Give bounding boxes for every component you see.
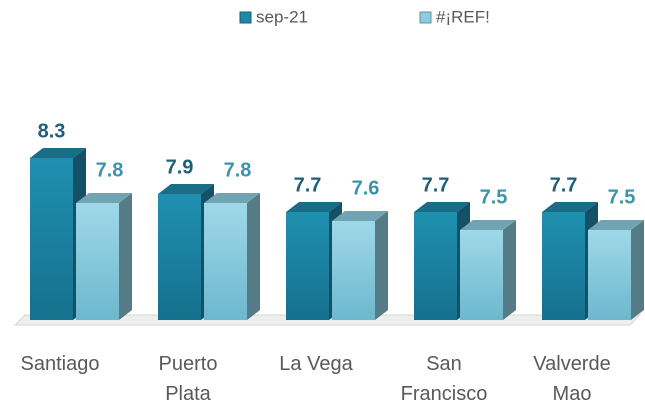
bar-top xyxy=(332,211,388,221)
bar-side xyxy=(119,193,132,320)
bar-top xyxy=(30,148,86,158)
legend-swatch xyxy=(239,11,252,24)
legend-swatch xyxy=(419,11,432,24)
x-tick-label: Puerto Plata xyxy=(158,353,218,405)
x-tick-label: Valverde Mao xyxy=(533,353,611,405)
data-label: 7.8 xyxy=(224,159,252,181)
bar xyxy=(204,193,260,320)
bar-front xyxy=(542,212,585,320)
bar xyxy=(460,220,516,320)
x-tick-label: Santiago xyxy=(20,353,100,375)
bar-top xyxy=(414,202,470,212)
data-label: 7.9 xyxy=(166,156,194,178)
bar xyxy=(30,148,86,320)
data-label: 7.8 xyxy=(96,159,124,181)
bar-side xyxy=(375,211,388,320)
bar-front xyxy=(460,230,503,320)
bar-front xyxy=(588,230,631,320)
bar-side xyxy=(631,220,644,320)
bar-front xyxy=(204,203,247,320)
legend-label: #¡REF! xyxy=(436,7,490,26)
bar-front xyxy=(30,158,73,320)
bar-side xyxy=(247,193,260,320)
bar-top xyxy=(460,220,516,230)
data-label: 7.5 xyxy=(608,186,636,208)
x-tick-label: La Vega xyxy=(279,353,353,375)
bar-front xyxy=(332,221,375,320)
data-label: 8.3 xyxy=(38,120,66,142)
bar-top xyxy=(76,193,132,203)
bar-top xyxy=(286,202,342,212)
bar-side xyxy=(503,220,516,320)
x-tick-label: San Francisco xyxy=(400,353,488,405)
bar xyxy=(588,220,644,320)
data-label: 7.5 xyxy=(480,186,508,208)
data-label: 7.7 xyxy=(422,174,450,196)
bar-top xyxy=(204,193,260,203)
bar-front xyxy=(76,203,119,320)
bar-top xyxy=(542,202,598,212)
bar-top xyxy=(588,220,644,230)
data-label: 7.6 xyxy=(352,177,380,199)
bar-top xyxy=(158,184,214,194)
bar xyxy=(76,193,132,320)
legend-label: sep-21 xyxy=(256,7,308,26)
data-label: 7.7 xyxy=(294,174,322,196)
bar xyxy=(332,211,388,320)
bar-front xyxy=(414,212,457,320)
bar-front xyxy=(158,194,201,320)
bar-front xyxy=(286,212,329,320)
data-label: 7.7 xyxy=(550,174,578,196)
